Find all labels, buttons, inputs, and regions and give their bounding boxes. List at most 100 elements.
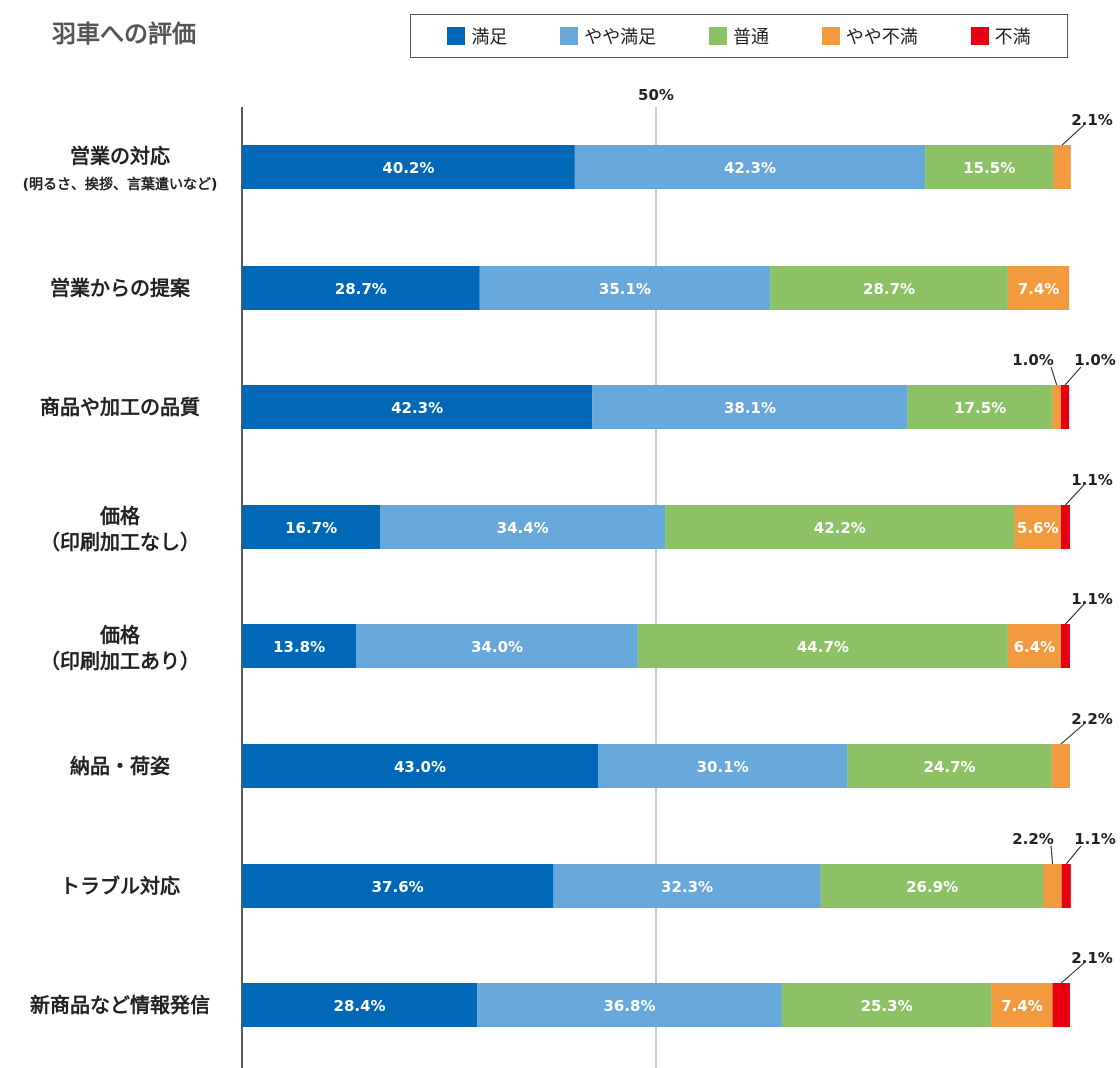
data-label: 1.0%	[1074, 351, 1116, 369]
legend-swatch	[970, 27, 989, 45]
bar-segment	[820, 864, 1044, 908]
legend-swatch	[708, 27, 727, 45]
bar-segment	[1060, 624, 1070, 668]
data-label: 32.3%	[661, 878, 713, 896]
bar-segment	[925, 145, 1054, 189]
callout-leader	[1050, 845, 1054, 865]
data-label: 26.9%	[906, 878, 958, 896]
data-label: 25.3%	[861, 997, 913, 1015]
data-label: 1.1%	[1071, 590, 1113, 608]
callout-leader	[1065, 845, 1082, 865]
data-label: 34.4%	[497, 519, 549, 537]
category-label: 商品や加工の品質	[40, 395, 200, 419]
category-label: 納品・荷姿	[70, 754, 170, 778]
data-label: 1.1%	[1074, 830, 1116, 848]
legend-item: 満足	[447, 23, 507, 49]
category-sublabel: （印刷加工なし）	[40, 530, 200, 554]
bar-segment	[1053, 145, 1071, 189]
callout-leader	[1061, 124, 1085, 146]
bar-segment	[1007, 266, 1070, 310]
bar-segment	[242, 624, 357, 668]
bar-segment	[770, 266, 1008, 310]
bar-segment	[242, 864, 554, 908]
legend-label: やや満足	[584, 27, 657, 48]
bar-segment	[242, 266, 480, 310]
chart-title: 羽車への評価	[52, 20, 196, 48]
bar-segment	[479, 266, 771, 310]
data-label: 28.4%	[334, 997, 386, 1015]
bar-segment	[356, 624, 638, 668]
bar-segment	[637, 624, 1008, 668]
category-label: 新商品など情報発信	[30, 993, 210, 1017]
data-label: 5.6%	[1017, 519, 1059, 537]
data-label: 42.2%	[814, 519, 866, 537]
bar-segment	[1051, 744, 1070, 788]
data-label: 2.2%	[1012, 830, 1054, 848]
data-label: 43.0%	[394, 758, 446, 776]
legend-item: 普通	[708, 23, 769, 49]
bar-segment	[598, 744, 848, 788]
bar-segment	[380, 505, 666, 549]
bar-segment	[477, 983, 782, 1027]
data-label: 30.1%	[697, 758, 749, 776]
legend-swatch	[560, 27, 579, 45]
data-label: 28.7%	[863, 280, 915, 298]
category-sublabel: (明るさ、挨拶、言葉遣いなど)	[23, 176, 218, 193]
data-label: 17.5%	[954, 399, 1006, 417]
category-sublabel: （印刷加工あり）	[40, 649, 200, 673]
data-label: 34.0%	[471, 638, 523, 656]
data-label: 40.2%	[382, 159, 434, 177]
bar-segment	[553, 864, 821, 908]
legend-item: やや満足	[560, 23, 656, 49]
legend-label: 不満	[994, 27, 1031, 48]
legend-item: やや不満	[821, 23, 918, 49]
legend: 満足 やや満足 普通 やや不満 不満	[410, 14, 1068, 58]
bar-segment	[1007, 624, 1061, 668]
data-label: 1.0%	[1012, 351, 1054, 369]
reference-line-label: 50%	[638, 86, 674, 104]
data-label: 42.3%	[724, 159, 776, 177]
data-label: 2.2%	[1071, 710, 1113, 728]
bar-segment	[1061, 864, 1071, 908]
data-label: 38.1%	[724, 399, 776, 417]
bar-segment	[907, 385, 1053, 429]
bar-segment	[242, 505, 381, 549]
bar-segment	[991, 983, 1053, 1027]
bar-segment	[1052, 385, 1061, 429]
bar-segment	[665, 505, 1015, 549]
data-label: 13.8%	[273, 638, 325, 656]
category-label: 営業からの提案	[50, 276, 191, 300]
data-label: 7.4%	[1001, 997, 1043, 1015]
category-label: 価格	[99, 623, 141, 647]
bar-segment	[781, 983, 992, 1027]
category-label: 営業の対応	[70, 144, 170, 168]
bar-segment	[242, 983, 478, 1027]
data-label: 44.7%	[797, 638, 849, 656]
legend-item: 不満	[970, 23, 1031, 49]
bar-segment	[574, 145, 926, 189]
callout-leader	[1060, 962, 1085, 984]
legend-label: 満足	[471, 27, 508, 48]
data-label: 28.7%	[335, 280, 387, 298]
callout-leader	[1050, 366, 1058, 386]
callout-leader	[1064, 366, 1082, 386]
data-label: 42.3%	[391, 399, 443, 417]
data-label: 36.8%	[603, 997, 655, 1015]
data-label: 6.4%	[1014, 638, 1056, 656]
bar-segment	[1043, 864, 1062, 908]
data-label: 16.7%	[285, 519, 337, 537]
category-label: 価格	[99, 504, 141, 528]
bar-segment	[1060, 385, 1070, 429]
callout-leader	[1065, 603, 1085, 625]
bar-segment	[242, 385, 593, 429]
data-label: 37.6%	[372, 878, 424, 896]
data-label: 1.1%	[1071, 471, 1113, 489]
bar-segment	[1014, 505, 1061, 549]
legend-label: 普通	[732, 27, 769, 48]
callout-leader	[1065, 484, 1085, 506]
data-label: 35.1%	[599, 280, 651, 298]
data-label: 24.7%	[924, 758, 976, 776]
bar-segment	[1060, 505, 1070, 549]
